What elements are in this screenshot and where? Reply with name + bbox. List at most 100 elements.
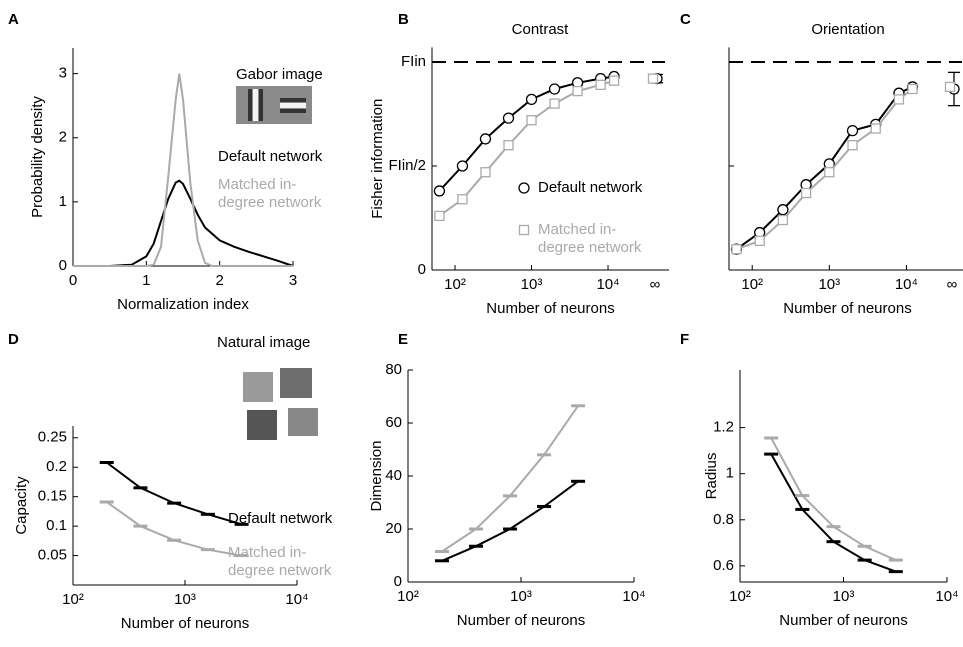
panel-label: A bbox=[8, 11, 19, 28]
marker bbox=[526, 115, 537, 126]
series-line bbox=[106, 501, 242, 557]
x-tick-label: 10⁴ bbox=[596, 276, 619, 293]
marker bbox=[234, 522, 249, 526]
x-tick-label: 10² bbox=[444, 276, 466, 293]
marker bbox=[99, 500, 114, 504]
marker bbox=[647, 73, 659, 84]
panel-label: E bbox=[398, 331, 408, 348]
marker bbox=[731, 244, 742, 255]
legend-label: Default network bbox=[218, 148, 323, 165]
x-tick-label: 10² bbox=[397, 588, 419, 605]
marker bbox=[571, 404, 586, 408]
marker bbox=[795, 494, 810, 498]
marker bbox=[846, 124, 859, 137]
marker bbox=[944, 81, 956, 93]
marker bbox=[469, 544, 484, 548]
marker bbox=[795, 507, 810, 511]
marker bbox=[167, 501, 182, 505]
x-tick-label: 10⁴ bbox=[935, 588, 958, 605]
marker bbox=[754, 235, 765, 247]
marker bbox=[826, 540, 841, 544]
natural-image-thumbnails bbox=[243, 368, 318, 440]
panel-label: C bbox=[680, 11, 691, 28]
marker bbox=[548, 83, 561, 95]
x-tick-label: 1 bbox=[142, 272, 150, 289]
y-tick-label: 1 bbox=[59, 193, 67, 210]
marker bbox=[608, 75, 620, 86]
marker bbox=[503, 494, 518, 498]
marker bbox=[457, 194, 468, 205]
x-tick-label: 2 bbox=[215, 272, 223, 289]
y-axis-label: Fisher information bbox=[369, 99, 386, 219]
marker bbox=[518, 182, 530, 194]
x-tick-label: 10⁴ bbox=[622, 588, 645, 605]
marker bbox=[800, 187, 812, 199]
marker bbox=[480, 167, 491, 178]
marker bbox=[200, 512, 215, 516]
marker bbox=[435, 559, 450, 563]
x-tick-label: 10² bbox=[741, 276, 763, 293]
marker bbox=[502, 112, 515, 124]
series-line bbox=[438, 75, 615, 192]
panel-label: B bbox=[398, 11, 409, 28]
y-tick-label: 1.2 bbox=[713, 419, 734, 436]
marker bbox=[133, 486, 148, 490]
x-tick-label: 10² bbox=[729, 588, 751, 605]
marker bbox=[167, 538, 182, 542]
marker bbox=[549, 98, 560, 109]
x-tick-label: 10³ bbox=[174, 591, 196, 608]
x-tick-label: 10⁴ bbox=[285, 591, 308, 608]
x-tick-label: 10³ bbox=[510, 588, 532, 605]
y-tick-label: FIin/2 bbox=[388, 157, 426, 174]
y-tick-label: 1 bbox=[726, 465, 734, 482]
y-axis-label: Radius bbox=[703, 453, 720, 500]
panel-title: Contrast bbox=[512, 21, 570, 38]
marker bbox=[537, 453, 552, 457]
y-tick-label: 0.05 bbox=[38, 547, 67, 564]
y-tick-label: 3 bbox=[59, 65, 67, 82]
marker bbox=[518, 224, 530, 236]
marker bbox=[888, 570, 903, 574]
marker bbox=[525, 93, 538, 106]
marker bbox=[571, 479, 586, 483]
marker bbox=[893, 94, 905, 105]
marker bbox=[503, 527, 518, 531]
x-axis-label: Number of neurons bbox=[779, 612, 907, 629]
marker bbox=[537, 504, 552, 508]
x-tick-label: 10³ bbox=[833, 588, 855, 605]
annotation: Natural image bbox=[217, 334, 310, 351]
marker bbox=[824, 167, 835, 178]
marker bbox=[857, 544, 872, 548]
y-tick-label: 0 bbox=[59, 257, 67, 274]
x-axis-label: Number of neurons bbox=[121, 615, 249, 632]
x-axis-label: Number of neurons bbox=[783, 300, 911, 317]
x-tick-label: 0 bbox=[69, 272, 77, 289]
marker bbox=[907, 83, 918, 95]
x-tick-label: 10⁴ bbox=[895, 276, 918, 293]
marker bbox=[870, 123, 881, 134]
marker bbox=[234, 554, 249, 558]
marker bbox=[200, 548, 215, 552]
x-tick-label: 10² bbox=[62, 591, 84, 608]
y-tick-label: 20 bbox=[385, 520, 402, 537]
series-line bbox=[441, 480, 579, 562]
marker bbox=[133, 524, 148, 528]
legend-label: Matched in-degree network bbox=[218, 176, 322, 211]
y-tick-label: 0 bbox=[394, 573, 402, 590]
panel-title: Orientation bbox=[811, 21, 884, 38]
marker bbox=[469, 527, 484, 531]
marker bbox=[777, 214, 789, 226]
y-tick-label: 0.15 bbox=[38, 488, 67, 505]
x-tick-label: 10³ bbox=[521, 276, 543, 293]
legend-label: Matched in-degree network bbox=[538, 221, 642, 256]
y-axis-label: Dimension bbox=[368, 441, 385, 512]
annotation: Gabor image bbox=[236, 66, 323, 83]
x-tick-label: ∞ bbox=[947, 276, 958, 293]
legend-label: Default network bbox=[228, 510, 333, 527]
marker bbox=[456, 160, 469, 172]
x-tick-label: 10³ bbox=[818, 276, 840, 293]
y-tick-label: 0 bbox=[418, 261, 426, 278]
y-tick-label: 0.8 bbox=[713, 511, 734, 528]
y-tick-label: 40 bbox=[385, 467, 402, 484]
marker bbox=[888, 558, 903, 562]
